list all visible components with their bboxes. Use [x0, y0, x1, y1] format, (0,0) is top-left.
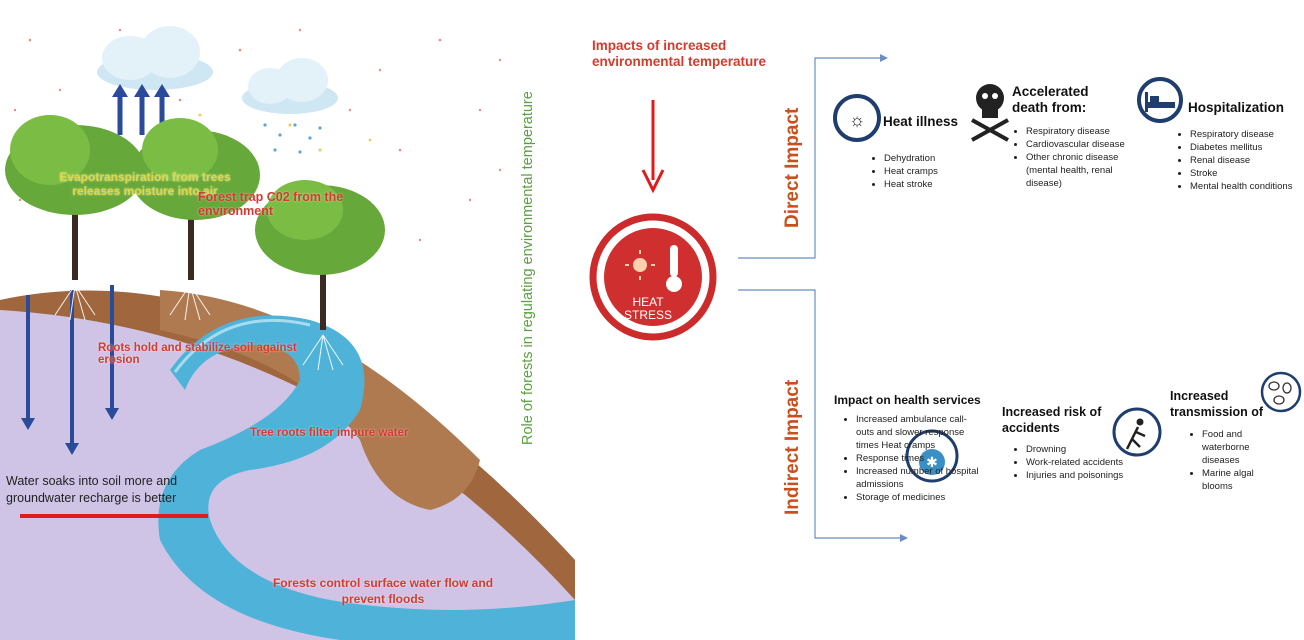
forest-role-vertical-title: Role of forests in regulating environmen… — [520, 91, 536, 445]
health-services-title: Impact on health services — [834, 393, 981, 407]
heat-impact-diagram: ☼ ✱ Imp — [580, 0, 1304, 640]
evaporation-arrows — [112, 84, 170, 135]
svg-text:✱: ✱ — [926, 454, 938, 470]
connector-lines: ☼ ✱ — [589, 54, 1302, 542]
list-item: Other chronic disease (mental health, re… — [1026, 151, 1151, 190]
hospitalization-title: Hospitalization — [1188, 100, 1285, 115]
list-item: Work-related accidents — [1026, 456, 1156, 469]
list-item: Marine algal blooms — [1202, 467, 1282, 493]
list-item: Increased ambulance call-outs and slower… — [856, 413, 981, 452]
list-item: Respiratory disease — [1026, 125, 1151, 138]
skull-icon — [971, 84, 1009, 142]
heat-stress-label: HEAT STRESS — [622, 296, 674, 322]
list-item: Renal disease — [1190, 154, 1304, 167]
forests-control-label: Forests control surface water flow and p… — [272, 576, 494, 606]
hospital-bed-icon — [1137, 77, 1183, 123]
forest-illustration: Evapotranspiration from trees releases m… — [0, 0, 580, 640]
accelerated-death-list: Respiratory disease Cardiovascular disea… — [1012, 125, 1151, 190]
list-item: Food and waterborne diseases — [1202, 428, 1282, 467]
river — [158, 315, 576, 640]
list-item: Response times — [856, 452, 981, 465]
list-item: Heat cramps — [884, 165, 994, 178]
ground — [0, 290, 575, 640]
accident-icon — [1112, 407, 1162, 457]
rain-cloud — [242, 58, 338, 154]
hospitalization-list: Respiratory disease Diabetes mellitus Re… — [1176, 128, 1304, 193]
ambulance-snowflake-icon: ✱ — [905, 429, 959, 483]
list-item: Increased number of hospital admissions — [856, 465, 981, 491]
list-item: Drowning — [1026, 443, 1156, 456]
list-item: Respiratory disease — [1190, 128, 1304, 141]
tree-roots-filter-label: Tree roots filter impure water — [250, 427, 409, 439]
list-item: Injuries and poisonings — [1026, 469, 1156, 482]
impacts-title: Impacts of increased environmental tempe… — [592, 38, 767, 69]
accidents-title: Increased risk of accidents — [1002, 405, 1102, 435]
indirect-impact-label: Indirect Impact — [782, 379, 803, 515]
list-item: Storage of medicines — [856, 491, 981, 504]
evapotranspiration-label: Evapotranspiration from trees releases m… — [59, 170, 231, 198]
svg-text:☼: ☼ — [849, 110, 866, 130]
list-item: Heat stroke — [884, 178, 994, 191]
heat-illness-list: Dehydration Heat cramps Heat stroke — [870, 152, 994, 191]
heat-illness-title: Heat illness — [883, 114, 959, 129]
forest-scene-graphic — [0, 26, 576, 640]
list-item: Dehydration — [884, 152, 994, 165]
air-particles — [13, 28, 502, 242]
water-soaks-label: Water soaks into soil more and groundwat… — [6, 474, 178, 505]
cloud-left — [97, 26, 213, 90]
list-item: Diabetes mellitus — [1190, 141, 1304, 154]
accelerated-death-title: Accelerated death from: — [1012, 84, 1089, 115]
heat-stress-word-1: HEAT — [632, 295, 664, 309]
forest-trap-label: Forest trap C02 from the environment — [198, 190, 344, 218]
heat-stress-word-2: STRESS — [623, 308, 672, 322]
infiltration-arrows — [21, 285, 119, 455]
direct-impact-label: Direct Impact — [782, 107, 803, 228]
roots-hold-label: Roots hold and stabilize soil against er… — [98, 342, 297, 366]
transmission-title: Increased transmission of — [1170, 389, 1264, 419]
trees — [5, 115, 385, 371]
list-item: Stroke — [1190, 167, 1304, 180]
list-item: Cardiovascular disease — [1026, 138, 1151, 151]
microbe-icon — [1260, 371, 1302, 413]
list-item: Mental health conditions — [1190, 180, 1304, 193]
health-services-list: Increased ambulance call-outs and slower… — [842, 413, 981, 504]
transmission-list: Food and waterborne diseases Marine alga… — [1188, 428, 1282, 493]
accidents-list: Drowning Work-related accidents Injuries… — [1012, 443, 1156, 482]
heat-illness-icon: ☼ — [833, 94, 881, 142]
